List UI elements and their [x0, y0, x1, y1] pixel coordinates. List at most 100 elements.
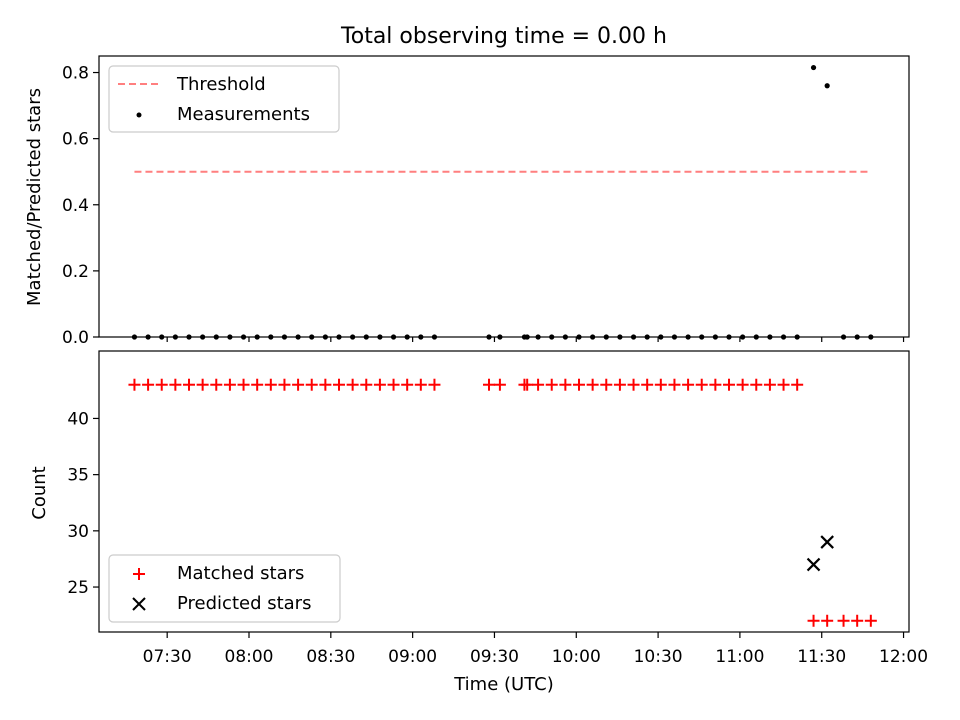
- matched-star-point: [750, 378, 763, 391]
- matched-star-point: [682, 378, 695, 391]
- matched-star-point: [695, 378, 708, 391]
- chart-title: Total observing time = 0.00 h: [340, 24, 667, 49]
- bottom-legend-box: [108, 554, 341, 623]
- matched-star-point: [428, 378, 441, 391]
- matched-star-point: [709, 378, 722, 391]
- matched-star-point: [493, 378, 506, 391]
- matched-star-point: [821, 614, 834, 627]
- matched-star-point: [723, 378, 735, 391]
- matched-star-point: [251, 378, 264, 391]
- matched-star-point: [196, 378, 209, 391]
- legend-predicted-label: Predicted stars: [177, 593, 311, 614]
- matched-star-point: [586, 378, 599, 391]
- matched-star-point: [360, 378, 373, 391]
- predicted-star-point: [820, 535, 834, 549]
- bottom-panel: Count Time (UTC) 25 30 35 40 07:30 08:00 08:3…: [29, 350, 928, 695]
- matched-star-point: [223, 378, 236, 391]
- bottom-y-axis-label: Count: [29, 466, 50, 519]
- predicted-star-stroke: [820, 535, 834, 549]
- x-tick-label: 11:30: [797, 647, 846, 667]
- bottom-plot-marks: [128, 378, 877, 627]
- x-tick-label: 10:00: [552, 647, 601, 667]
- matched-star-point: [319, 378, 332, 391]
- matched-star-point: [668, 378, 681, 391]
- legend-measurements-label: Measurements: [177, 104, 310, 125]
- matched-star-point: [414, 378, 427, 391]
- x-tick-label: 09:30: [470, 647, 519, 667]
- x-axis-label: Time (UTC): [453, 674, 554, 695]
- matched-star-point: [264, 378, 277, 391]
- matched-star-point: [401, 378, 414, 391]
- matched-star-point: [763, 378, 776, 391]
- top-y-tick-label: 0.6: [62, 130, 89, 150]
- matched-star-point: [169, 378, 182, 391]
- matched-star-point: [864, 614, 877, 627]
- top-panel: Total observing time = 0.00 h Matched/Pr…: [24, 24, 910, 348]
- top-legend-box: [108, 65, 340, 133]
- matched-star-point: [387, 378, 400, 391]
- x-tick-label: 07:30: [143, 647, 192, 667]
- x-tick-label: 12:00: [879, 647, 928, 667]
- matched-star-point: [142, 378, 155, 391]
- measurement-point: [810, 64, 817, 71]
- top-plot-marks: [131, 64, 874, 340]
- matched-star-point: [807, 614, 820, 627]
- top-y-tick-label: 0.0: [62, 328, 89, 348]
- matched-star-point: [346, 378, 359, 391]
- legend-measurements-swatch: [136, 112, 142, 118]
- bottom-legend: Matched stars Predicted stars: [108, 554, 341, 623]
- measurement-point: [824, 83, 830, 89]
- matched-star-point: [532, 378, 545, 391]
- legend-predicted-swatch: [132, 597, 146, 611]
- top-legend: Threshold Measurements: [108, 65, 340, 133]
- bottom-y-tick-label: 35: [67, 466, 89, 486]
- matched-star-point: [573, 378, 585, 391]
- top-y-tick-label: 0.8: [62, 64, 89, 84]
- bottom-x-ticks: 07:30 08:00 08:30 09:00 09:30 10:00 10:30 11:00…: [143, 632, 928, 667]
- matched-star-point: [333, 378, 345, 391]
- bottom-y-ticks: 25 30 35 40: [67, 409, 99, 598]
- matched-star-point: [613, 378, 626, 391]
- matched-star-point: [837, 614, 850, 627]
- matched-star-point: [305, 378, 318, 391]
- matched-star-point: [483, 378, 495, 391]
- top-y-tick-label: 0.4: [62, 196, 89, 216]
- matched-star-point: [627, 378, 640, 391]
- bottom-y-tick-label: 40: [67, 409, 89, 429]
- predicted-star-stroke: [806, 557, 821, 572]
- matched-star-point: [128, 378, 141, 391]
- matched-star-point: [559, 378, 572, 391]
- matched-star-point: [292, 378, 305, 391]
- matched-star-point: [521, 378, 534, 391]
- top-y-tick-label: 0.2: [62, 262, 89, 282]
- matched-star-point: [736, 378, 749, 391]
- legend-matched-swatch: [133, 568, 145, 580]
- matched-star-point: [237, 378, 250, 391]
- matched-star-point: [278, 378, 291, 391]
- legend-threshold-label: Threshold: [176, 74, 266, 95]
- matched-star-point: [545, 378, 558, 391]
- matched-star-point: [210, 378, 223, 391]
- matched-star-point: [641, 378, 654, 391]
- bottom-y-tick-label: 25: [67, 578, 89, 598]
- matched-star-point: [183, 378, 195, 391]
- bottom-y-tick-label: 30: [67, 522, 89, 542]
- matched-star-point: [791, 378, 804, 391]
- matched-star-point: [155, 378, 168, 391]
- top-x-ticks: [166, 337, 905, 342]
- x-tick-label: 11:00: [715, 647, 764, 667]
- predicted-star-point: [806, 557, 821, 572]
- matched-star-point: [600, 378, 613, 391]
- top-plot-frame: [98, 55, 910, 338]
- x-tick-label: 08:30: [306, 647, 355, 667]
- bottom-plot-frame: [98, 350, 910, 633]
- x-tick-label: 08:00: [225, 647, 274, 667]
- matched-star-point: [851, 614, 864, 627]
- x-tick-label: 09:00: [388, 647, 437, 667]
- matched-star-point: [777, 378, 790, 391]
- matched-star-point: [654, 378, 667, 391]
- top-y-axis-label: Matched/Predicted stars: [24, 88, 45, 306]
- matched-star-point: [373, 378, 386, 391]
- top-y-ticks: 0.0 0.2 0.4 0.6 0.8: [62, 64, 99, 348]
